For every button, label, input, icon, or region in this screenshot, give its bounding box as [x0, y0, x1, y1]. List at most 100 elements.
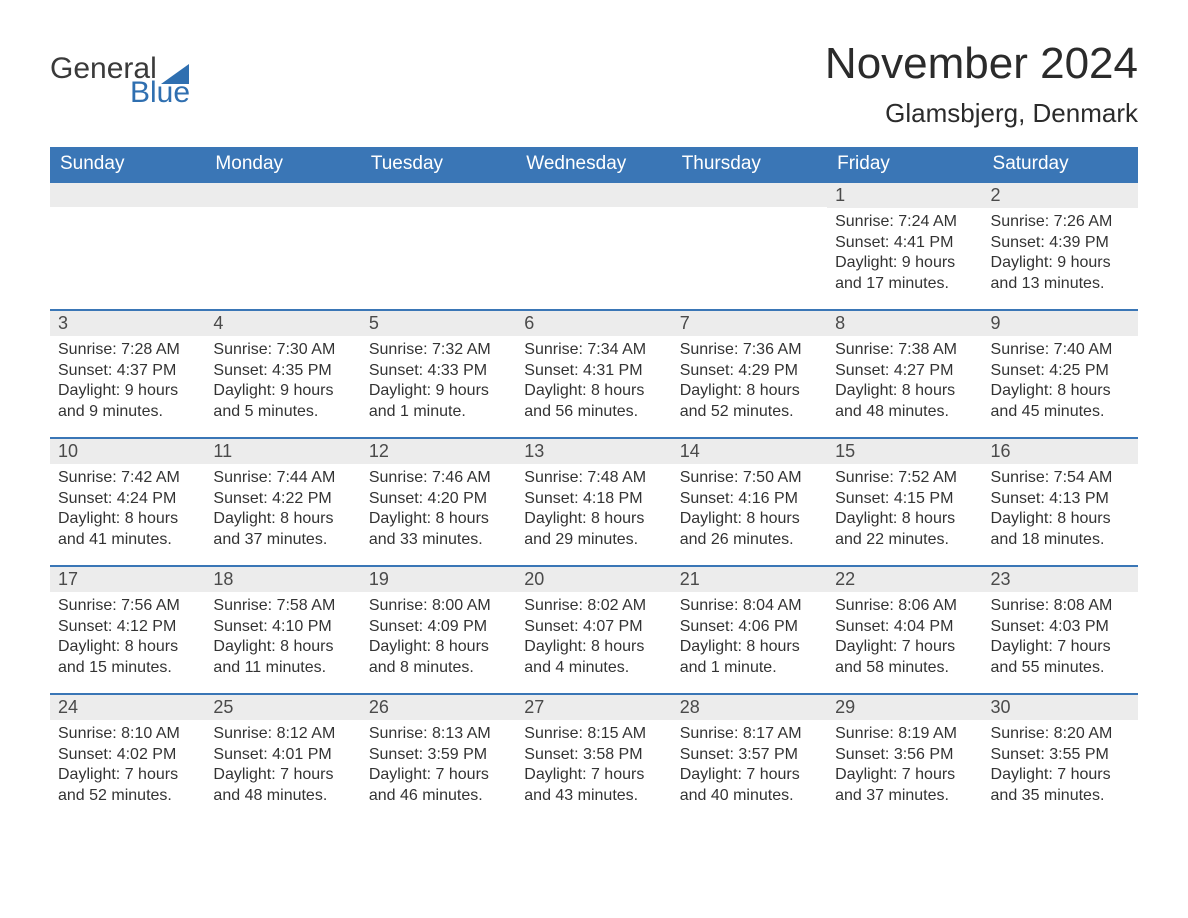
day-number: 27	[516, 693, 671, 720]
day-number: 20	[516, 565, 671, 592]
sunrise-line: Sunrise: 7:38 AM	[835, 340, 974, 360]
sunrise-line: Sunrise: 8:10 AM	[58, 724, 197, 744]
day-body: Sunrise: 8:19 AMSunset: 3:56 PMDaylight:…	[827, 720, 982, 808]
calendar-cell: 28Sunrise: 8:17 AMSunset: 3:57 PMDayligh…	[672, 693, 827, 821]
day-body: Sunrise: 8:15 AMSunset: 3:58 PMDaylight:…	[516, 720, 671, 808]
col-sunday: Sunday	[50, 147, 205, 181]
day-number: 9	[983, 309, 1138, 336]
sunset-line: Sunset: 4:27 PM	[835, 361, 974, 381]
calendar-cell: 17Sunrise: 7:56 AMSunset: 4:12 PMDayligh…	[50, 565, 205, 693]
calendar-cell: 24Sunrise: 8:10 AMSunset: 4:02 PMDayligh…	[50, 693, 205, 821]
calendar-cell: 18Sunrise: 7:58 AMSunset: 4:10 PMDayligh…	[205, 565, 360, 693]
day-number: 25	[205, 693, 360, 720]
calendar-table: Sunday Monday Tuesday Wednesday Thursday…	[50, 147, 1138, 821]
col-saturday: Saturday	[983, 147, 1138, 181]
day-number: 14	[672, 437, 827, 464]
sunset-line: Sunset: 4:29 PM	[680, 361, 819, 381]
sunrise-line: Sunrise: 8:08 AM	[991, 596, 1130, 616]
sunset-line: Sunset: 4:07 PM	[524, 617, 663, 637]
daylight-line: Daylight: 8 hours and 56 minutes.	[524, 381, 663, 422]
sunset-line: Sunset: 3:56 PM	[835, 745, 974, 765]
sunset-line: Sunset: 4:35 PM	[213, 361, 352, 381]
calendar-cell: 2Sunrise: 7:26 AMSunset: 4:39 PMDaylight…	[983, 181, 1138, 309]
sunrise-line: Sunrise: 8:15 AM	[524, 724, 663, 744]
calendar-cell: 4Sunrise: 7:30 AMSunset: 4:35 PMDaylight…	[205, 309, 360, 437]
calendar-cell	[672, 181, 827, 309]
daylight-line: Daylight: 9 hours and 1 minute.	[369, 381, 508, 422]
day-number: 21	[672, 565, 827, 592]
empty-cell	[50, 181, 205, 207]
calendar-cell	[205, 181, 360, 309]
sunset-line: Sunset: 3:55 PM	[991, 745, 1130, 765]
sunset-line: Sunset: 4:01 PM	[213, 745, 352, 765]
sunset-line: Sunset: 4:22 PM	[213, 489, 352, 509]
calendar-cell	[516, 181, 671, 309]
sunset-line: Sunset: 4:18 PM	[524, 489, 663, 509]
page-title: November 2024	[825, 40, 1138, 88]
daylight-line: Daylight: 8 hours and 45 minutes.	[991, 381, 1130, 422]
day-body: Sunrise: 7:50 AMSunset: 4:16 PMDaylight:…	[672, 464, 827, 552]
calendar-cell: 8Sunrise: 7:38 AMSunset: 4:27 PMDaylight…	[827, 309, 982, 437]
day-number: 10	[50, 437, 205, 464]
calendar-cell: 6Sunrise: 7:34 AMSunset: 4:31 PMDaylight…	[516, 309, 671, 437]
daylight-line: Daylight: 7 hours and 48 minutes.	[213, 765, 352, 806]
sunset-line: Sunset: 4:33 PM	[369, 361, 508, 381]
day-body: Sunrise: 7:32 AMSunset: 4:33 PMDaylight:…	[361, 336, 516, 424]
calendar-header-row: Sunday Monday Tuesday Wednesday Thursday…	[50, 147, 1138, 181]
calendar-cell: 26Sunrise: 8:13 AMSunset: 3:59 PMDayligh…	[361, 693, 516, 821]
col-wednesday: Wednesday	[516, 147, 671, 181]
sunrise-line: Sunrise: 7:48 AM	[524, 468, 663, 488]
sunset-line: Sunset: 4:12 PM	[58, 617, 197, 637]
sunrise-line: Sunrise: 7:50 AM	[680, 468, 819, 488]
day-body: Sunrise: 8:20 AMSunset: 3:55 PMDaylight:…	[983, 720, 1138, 808]
sunrise-line: Sunrise: 7:26 AM	[991, 212, 1130, 232]
calendar-week-row: 24Sunrise: 8:10 AMSunset: 4:02 PMDayligh…	[50, 693, 1138, 821]
calendar-cell: 1Sunrise: 7:24 AMSunset: 4:41 PMDaylight…	[827, 181, 982, 309]
sunrise-line: Sunrise: 8:06 AM	[835, 596, 974, 616]
day-body: Sunrise: 8:02 AMSunset: 4:07 PMDaylight:…	[516, 592, 671, 680]
calendar-cell: 30Sunrise: 8:20 AMSunset: 3:55 PMDayligh…	[983, 693, 1138, 821]
empty-cell	[672, 181, 827, 207]
day-number: 3	[50, 309, 205, 336]
day-number: 13	[516, 437, 671, 464]
sunrise-line: Sunrise: 7:46 AM	[369, 468, 508, 488]
day-body: Sunrise: 7:58 AMSunset: 4:10 PMDaylight:…	[205, 592, 360, 680]
day-number: 29	[827, 693, 982, 720]
daylight-line: Daylight: 8 hours and 48 minutes.	[835, 381, 974, 422]
sunrise-line: Sunrise: 7:52 AM	[835, 468, 974, 488]
day-body: Sunrise: 8:04 AMSunset: 4:06 PMDaylight:…	[672, 592, 827, 680]
calendar-week-row: 3Sunrise: 7:28 AMSunset: 4:37 PMDaylight…	[50, 309, 1138, 437]
sunrise-line: Sunrise: 7:56 AM	[58, 596, 197, 616]
day-body: Sunrise: 8:17 AMSunset: 3:57 PMDaylight:…	[672, 720, 827, 808]
daylight-line: Daylight: 9 hours and 13 minutes.	[991, 253, 1130, 294]
calendar-cell: 14Sunrise: 7:50 AMSunset: 4:16 PMDayligh…	[672, 437, 827, 565]
sunset-line: Sunset: 4:37 PM	[58, 361, 197, 381]
day-number: 23	[983, 565, 1138, 592]
day-body: Sunrise: 7:42 AMSunset: 4:24 PMDaylight:…	[50, 464, 205, 552]
daylight-line: Daylight: 8 hours and 29 minutes.	[524, 509, 663, 550]
daylight-line: Daylight: 8 hours and 22 minutes.	[835, 509, 974, 550]
sunrise-line: Sunrise: 8:17 AM	[680, 724, 819, 744]
calendar-week-row: 1Sunrise: 7:24 AMSunset: 4:41 PMDaylight…	[50, 181, 1138, 309]
daylight-line: Daylight: 8 hours and 4 minutes.	[524, 637, 663, 678]
daylight-line: Daylight: 7 hours and 46 minutes.	[369, 765, 508, 806]
day-body: Sunrise: 7:56 AMSunset: 4:12 PMDaylight:…	[50, 592, 205, 680]
day-body: Sunrise: 7:54 AMSunset: 4:13 PMDaylight:…	[983, 464, 1138, 552]
sunrise-line: Sunrise: 7:58 AM	[213, 596, 352, 616]
page: General Blue November 2024 Glamsbjerg, D…	[0, 0, 1188, 851]
calendar-cell: 21Sunrise: 8:04 AMSunset: 4:06 PMDayligh…	[672, 565, 827, 693]
sunset-line: Sunset: 4:02 PM	[58, 745, 197, 765]
sunset-line: Sunset: 4:24 PM	[58, 489, 197, 509]
calendar-cell	[50, 181, 205, 309]
sunset-line: Sunset: 4:39 PM	[991, 233, 1130, 253]
calendar-cell: 11Sunrise: 7:44 AMSunset: 4:22 PMDayligh…	[205, 437, 360, 565]
sunrise-line: Sunrise: 7:42 AM	[58, 468, 197, 488]
calendar-cell: 5Sunrise: 7:32 AMSunset: 4:33 PMDaylight…	[361, 309, 516, 437]
day-body: Sunrise: 7:30 AMSunset: 4:35 PMDaylight:…	[205, 336, 360, 424]
header: General Blue November 2024 Glamsbjerg, D…	[50, 40, 1138, 129]
calendar-cell: 16Sunrise: 7:54 AMSunset: 4:13 PMDayligh…	[983, 437, 1138, 565]
daylight-line: Daylight: 8 hours and 33 minutes.	[369, 509, 508, 550]
calendar-cell	[361, 181, 516, 309]
sunset-line: Sunset: 4:31 PM	[524, 361, 663, 381]
daylight-line: Daylight: 8 hours and 52 minutes.	[680, 381, 819, 422]
